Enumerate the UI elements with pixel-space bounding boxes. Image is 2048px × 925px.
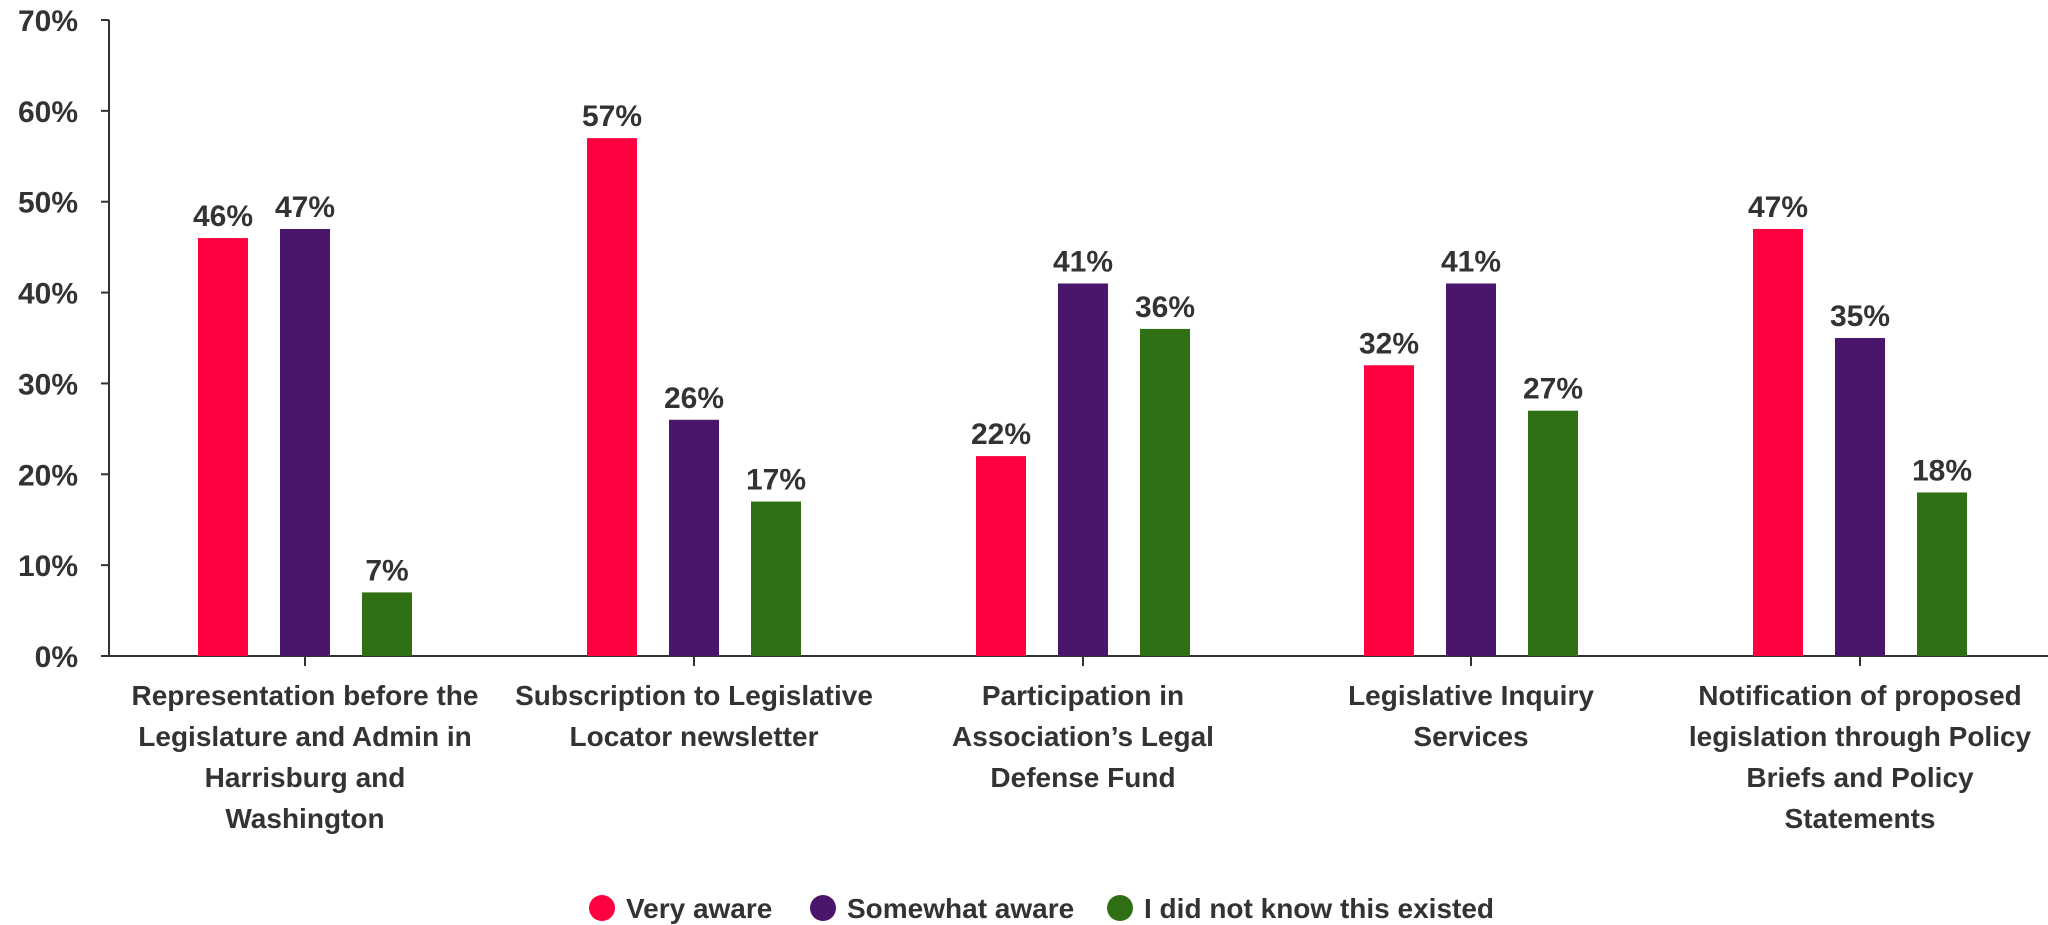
legend-marker: [1107, 895, 1133, 921]
bar: [280, 228, 330, 656]
y-tick-label: 50%: [18, 187, 78, 220]
data-label: 47%: [1748, 191, 1808, 224]
bar: [587, 138, 637, 657]
x-category-label-line: Notification of proposed: [1698, 680, 2022, 711]
data-label: 7%: [365, 554, 408, 587]
x-category-label-line: Participation in: [982, 680, 1184, 711]
bar: [1753, 228, 1803, 656]
data-label: 26%: [664, 382, 724, 415]
x-category-label-line: Representation before the: [132, 680, 479, 711]
bar: [751, 501, 801, 656]
y-tick-label: 0%: [35, 641, 78, 674]
x-category-label: Participation in Association’s Legal Defen…: [952, 680, 1214, 793]
bar: [1446, 283, 1496, 656]
x-category-label: Legislative Inquiry Services: [1348, 680, 1594, 752]
x-category-label-line: Services: [1413, 721, 1528, 752]
data-label: 36%: [1135, 291, 1195, 324]
legend-marker: [810, 895, 836, 921]
data-label: 35%: [1830, 300, 1890, 333]
x-category-label-line: Subscription to Legislative: [515, 680, 873, 711]
y-tick-label: 10%: [18, 550, 78, 583]
data-label: 41%: [1053, 245, 1113, 278]
bar: [1917, 492, 1967, 656]
x-category-label: Representation before the Legislature and…: [132, 680, 479, 834]
bar: [1140, 328, 1190, 656]
data-label: 18%: [1912, 454, 1972, 487]
data-label: 46%: [193, 200, 253, 233]
bar: [1835, 338, 1885, 656]
y-tick-label: 60%: [18, 96, 78, 129]
x-category-label-line: Defense Fund: [990, 762, 1175, 793]
x-category-label-line: Legislative Inquiry: [1348, 680, 1594, 711]
x-category-label: Notification of proposed legislation thro…: [1689, 680, 2032, 834]
x-category-label-line: Briefs and Policy: [1746, 762, 1974, 793]
bar: [198, 238, 248, 657]
x-category-label-line: Association’s Legal: [952, 721, 1214, 752]
y-tick-label: 30%: [18, 368, 78, 401]
bar: [1058, 283, 1108, 656]
y-tick-label: 40%: [18, 278, 78, 311]
data-label: 27%: [1523, 373, 1583, 406]
x-category-label-line: Locator newsletter: [570, 721, 819, 752]
data-label: 47%: [275, 191, 335, 224]
bar: [1528, 410, 1578, 656]
data-label: 57%: [582, 100, 642, 133]
bar: [1364, 365, 1414, 656]
data-label: 22%: [971, 418, 1031, 451]
legend-label: Somewhat aware: [847, 893, 1074, 924]
data-label: 32%: [1359, 327, 1419, 360]
y-tick-label: 70%: [18, 5, 78, 38]
x-category-label-line: legislation through Policy: [1689, 721, 2032, 752]
bar: [976, 456, 1026, 656]
legend-marker: [589, 895, 615, 921]
bar: [669, 419, 719, 656]
y-tick-label: 20%: [18, 459, 78, 492]
data-label: 17%: [746, 464, 806, 497]
x-category-label: Subscription to Legislative Locator newsl…: [515, 680, 873, 752]
legend-label: I did not know this existed: [1144, 893, 1494, 924]
data-label: 41%: [1441, 245, 1501, 278]
bar: [362, 592, 412, 656]
x-category-label-line: Statements: [1785, 803, 1936, 834]
x-category-label-line: Legislature and Admin in: [138, 721, 471, 752]
legend-label: Very aware: [626, 893, 772, 924]
x-category-label-line: Harrisburg and: [205, 762, 406, 793]
x-category-label-line: Washington: [225, 803, 384, 834]
